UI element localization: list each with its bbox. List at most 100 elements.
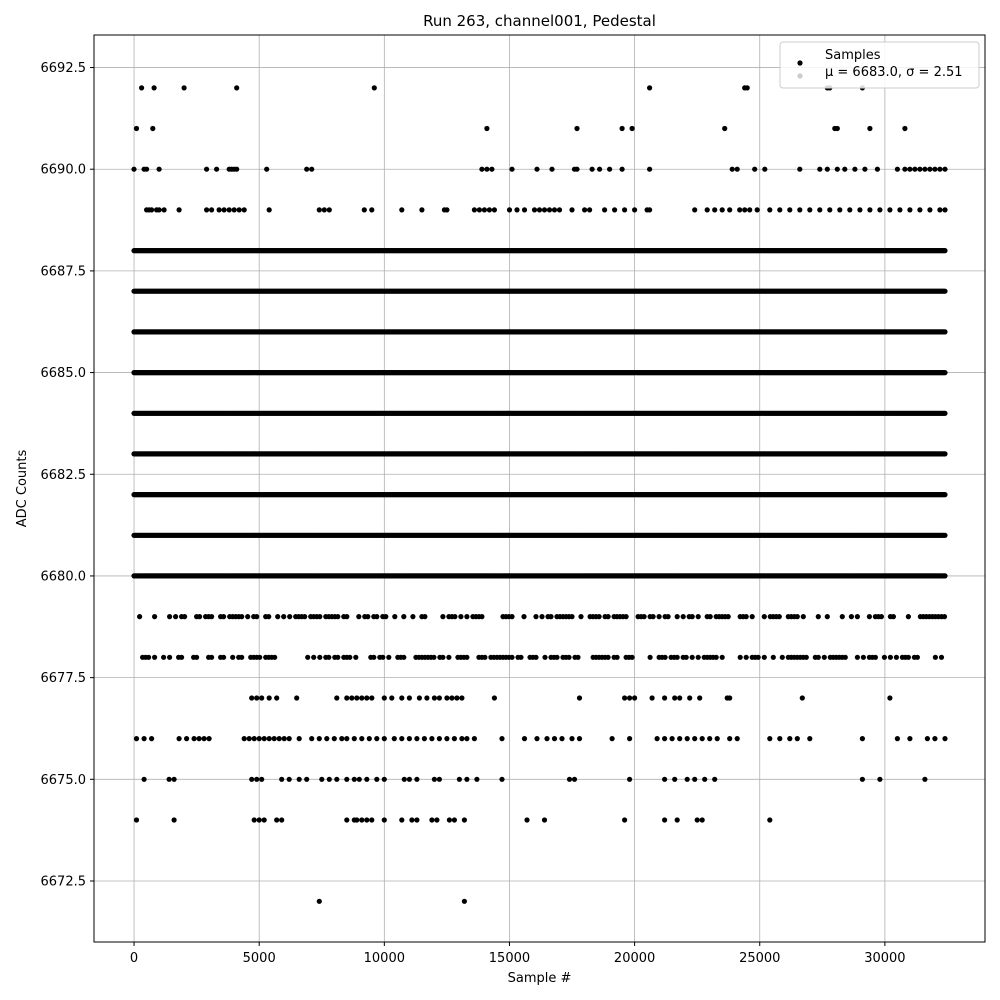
data-point (587, 207, 593, 213)
data-point (214, 166, 220, 172)
data-point (216, 207, 222, 213)
data-point (937, 166, 943, 172)
data-point (471, 207, 477, 213)
data-point (907, 207, 913, 213)
data-point (722, 125, 728, 132)
data-point (647, 207, 653, 213)
data-point (204, 207, 210, 213)
data-point (629, 125, 635, 132)
data-point (221, 207, 227, 213)
data-point (777, 207, 783, 213)
data-point (942, 329, 948, 335)
data-point (144, 166, 150, 172)
data-point (156, 207, 162, 213)
data-point (894, 166, 901, 172)
data-point (264, 166, 270, 172)
data-point (867, 207, 873, 213)
data-point (834, 125, 840, 132)
data-point (727, 207, 733, 213)
data-point (797, 166, 803, 172)
data-point (371, 85, 377, 91)
data-point (444, 207, 450, 213)
data-point (887, 207, 893, 213)
data-point (204, 166, 210, 172)
data-point (922, 166, 928, 172)
data-point (541, 207, 548, 213)
data-point (752, 166, 758, 172)
data-point (234, 85, 240, 91)
data-point (209, 207, 215, 213)
data-point (531, 207, 538, 213)
data-point (241, 207, 247, 213)
data-point (632, 207, 638, 213)
data-point (156, 166, 162, 172)
data-point (647, 166, 653, 172)
data-point (149, 207, 155, 213)
data-point (767, 207, 773, 213)
data-point (266, 207, 272, 213)
data-point (484, 125, 490, 132)
data-point (787, 207, 793, 213)
data-point (399, 207, 405, 213)
data-point (612, 207, 618, 213)
data-points (131, 85, 948, 904)
data-point (942, 248, 948, 254)
data-point (862, 166, 868, 172)
data-point (932, 166, 938, 172)
data-point (131, 166, 137, 172)
data-point (729, 166, 735, 172)
data-point (489, 166, 495, 172)
data-point (737, 207, 743, 213)
data-point (927, 207, 933, 213)
data-point (692, 207, 698, 213)
data-point (234, 166, 240, 172)
data-point (897, 207, 903, 213)
data-point (556, 207, 563, 213)
data-point (719, 207, 725, 213)
data-point (236, 207, 242, 213)
data-point (747, 207, 753, 213)
data-point (150, 125, 156, 132)
data-point (847, 207, 853, 213)
data-point (582, 207, 588, 213)
data-point (837, 207, 843, 213)
data-point (857, 207, 863, 213)
data-point (161, 207, 167, 213)
data-point (226, 207, 232, 213)
data-point (574, 125, 580, 132)
data-point (536, 207, 543, 213)
data-point (824, 166, 830, 172)
data-point (479, 166, 485, 172)
data-point (907, 166, 913, 172)
data-point (589, 166, 595, 172)
data-point (326, 207, 332, 213)
data-point (549, 166, 555, 172)
data-point (734, 166, 740, 172)
data-point (744, 85, 750, 91)
data-point (509, 166, 515, 172)
data-point (607, 166, 613, 172)
data-point (133, 125, 140, 132)
data-point (484, 166, 490, 172)
data-point (817, 166, 823, 172)
data-point (619, 166, 625, 172)
data-point (902, 166, 908, 172)
data-point (316, 207, 322, 213)
data-point (807, 207, 813, 213)
data-point (797, 207, 803, 213)
data-point (309, 166, 315, 172)
data-point (574, 166, 580, 172)
data-point (942, 410, 948, 416)
data-point (486, 207, 492, 213)
data-point (546, 207, 553, 213)
data-point (817, 207, 823, 213)
data-point (842, 166, 848, 172)
data-point (304, 166, 310, 172)
data-point (852, 166, 858, 172)
data-point (521, 207, 528, 213)
data-point (762, 166, 768, 172)
data-point (874, 166, 881, 172)
data-point (712, 207, 718, 213)
